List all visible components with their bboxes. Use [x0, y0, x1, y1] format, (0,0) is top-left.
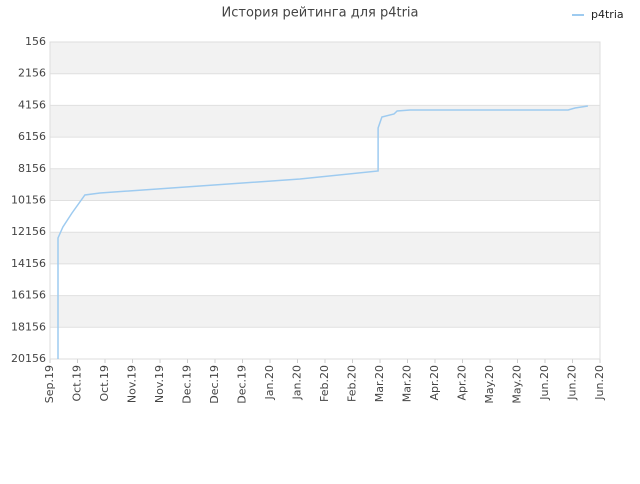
x-tick-label: Nov.19	[153, 365, 166, 403]
y-tick-label: 14156	[11, 257, 46, 270]
y-tick-label: 18156	[11, 320, 46, 333]
x-tick-label: Feb.20	[318, 365, 331, 402]
x-tick-label: May.20	[511, 365, 524, 404]
x-tick-label: Oct.19	[71, 365, 84, 402]
legend-label: p4tria	[591, 8, 624, 21]
x-tick-label: Jun.20	[566, 365, 579, 401]
y-tick-label: 12156	[11, 225, 46, 238]
y-tick-label: 2156	[18, 67, 46, 80]
x-tick-label: Feb.20	[346, 365, 359, 402]
x-tick-label: Jun.20	[538, 365, 551, 401]
grid-band	[50, 295, 600, 328]
grid-band	[50, 42, 600, 74]
grid-band	[50, 168, 600, 201]
y-tick-label: 156	[25, 35, 46, 48]
grid-band	[50, 73, 600, 106]
grid-band	[50, 200, 600, 233]
line-series	[57, 105, 589, 359]
plot-border	[49, 41, 601, 360]
x-tick-label: Apr.20	[428, 365, 441, 401]
x-tick-label: Jun.20	[593, 365, 606, 401]
y-tick-label: 20156	[11, 352, 46, 365]
x-tick-label: Apr.20	[456, 365, 469, 401]
y-tick-label: 6156	[18, 130, 46, 143]
x-tick-label: Mar.20	[401, 365, 414, 402]
grid-band	[50, 263, 600, 296]
x-tick-label: Mar.20	[373, 365, 386, 402]
y-tick-label: 8156	[18, 162, 46, 175]
grid-band	[50, 232, 600, 264]
x-tick-label: Jan.20	[263, 365, 276, 400]
grid-band	[50, 327, 600, 359]
x-tick-label: Dec.19	[208, 365, 221, 404]
x-tick-label: Jan.20	[291, 365, 304, 400]
y-tick-label: 10156	[11, 194, 46, 207]
x-tick-label: Dec.19	[236, 365, 249, 404]
y-tick-label: 4156	[18, 98, 46, 111]
x-tick-label: Nov.19	[126, 365, 139, 403]
chart-title: История рейтинга для p4tria	[222, 6, 419, 21]
x-tick-label: Oct.19	[98, 365, 111, 402]
y-tick-label: 16156	[11, 289, 46, 302]
x-tick-label: Dec.19	[181, 365, 194, 404]
grid-band	[50, 137, 600, 169]
x-tick-label: May.20	[483, 365, 496, 404]
x-tick-label: Sep.19	[43, 365, 56, 403]
